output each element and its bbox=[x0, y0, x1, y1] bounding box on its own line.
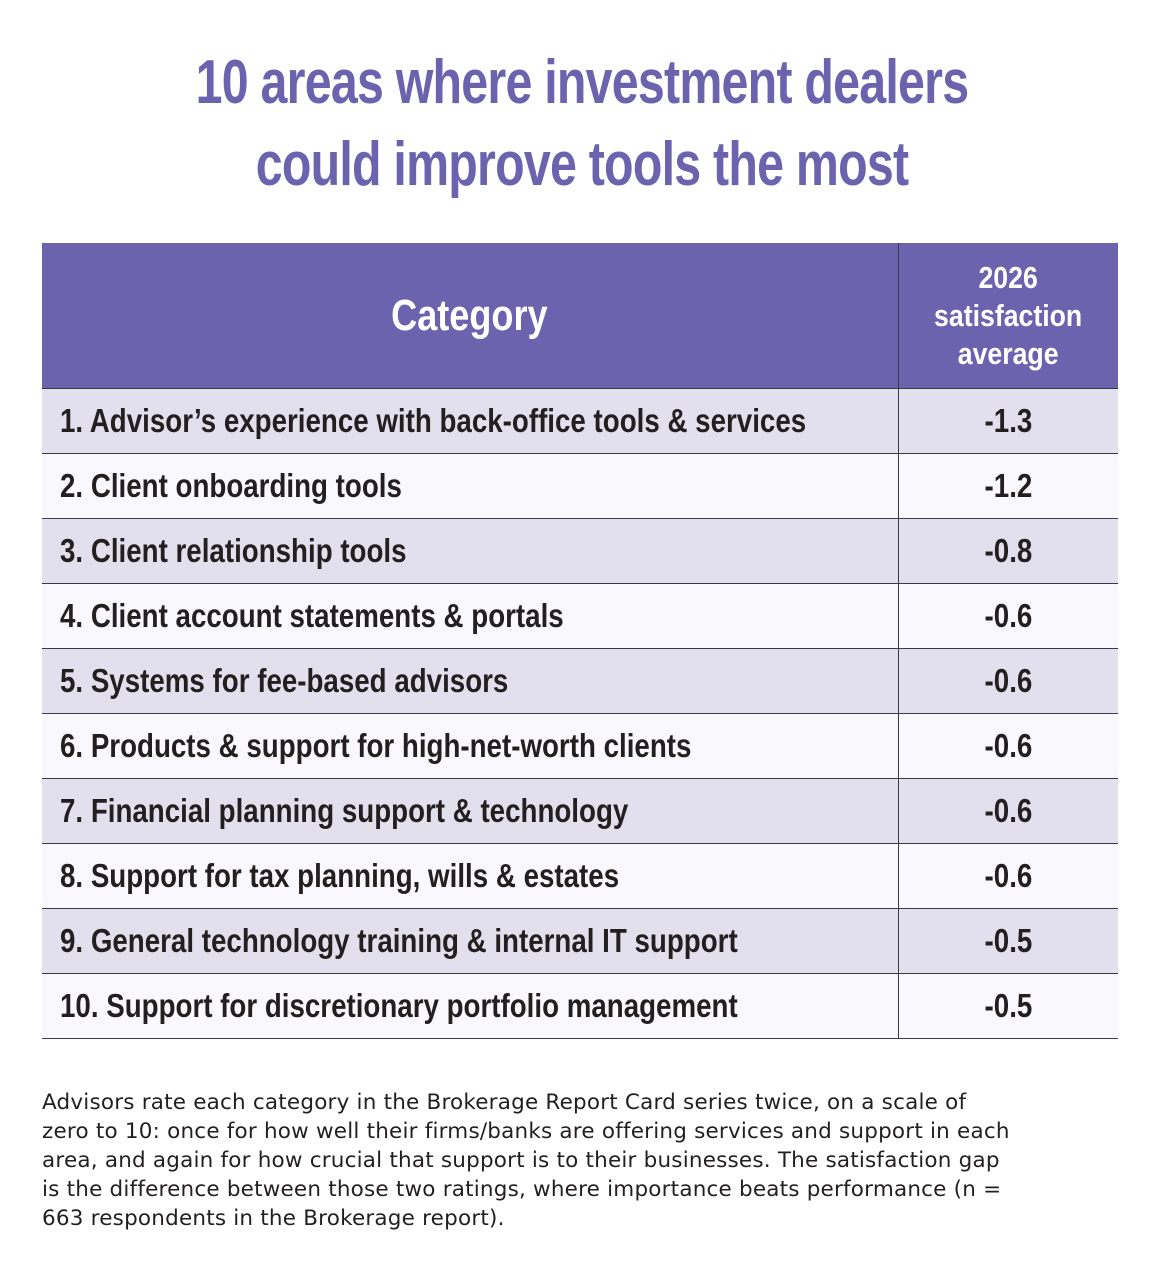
satisfaction-value: -0.6 bbox=[984, 792, 1033, 829]
table-row: 1. Advisor’s experience with back-office… bbox=[42, 388, 1118, 454]
category-label: 2. Client onboarding tools bbox=[60, 467, 402, 504]
header-value-line-2: satisfaction bbox=[934, 297, 1083, 333]
category-cell: 5. Systems for fee-based advisors bbox=[42, 648, 899, 714]
category-label: 3. Client relationship tools bbox=[60, 532, 407, 569]
satisfaction-value: -0.6 bbox=[984, 597, 1033, 634]
category-cell: 10. Support for discretionary portfolio … bbox=[42, 973, 899, 1039]
category-label: 1. Advisor’s experience with back-office… bbox=[60, 402, 807, 439]
category-label: 9. General technology training & interna… bbox=[60, 922, 738, 959]
footnote-line-3: area, and again for how crucial that sup… bbox=[42, 1148, 1000, 1173]
satisfaction-value: -0.5 bbox=[984, 987, 1033, 1024]
footnote-line-4: is the difference between those two rati… bbox=[42, 1177, 1002, 1202]
header-value-label: 2026 satisfaction average bbox=[934, 259, 1082, 373]
footnote-line-2: zero to 10: once for how well their firm… bbox=[42, 1119, 1010, 1144]
title-line-1: 10 areas where investment dealers bbox=[195, 48, 969, 117]
table-row: 7. Financial planning support & technolo… bbox=[42, 778, 1118, 844]
value-cell: -0.6 bbox=[898, 648, 1118, 714]
category-label: 4. Client account statements & portals bbox=[60, 597, 564, 634]
category-label: 10. Support for discretionary portfolio … bbox=[60, 987, 738, 1024]
chart-title: 10 areas where investment dealers could … bbox=[128, 42, 1036, 206]
value-cell: -0.6 bbox=[898, 583, 1118, 649]
footnote-line-1: Advisors rate each category in the Broke… bbox=[42, 1090, 967, 1115]
satisfaction-value: -0.6 bbox=[984, 727, 1033, 764]
table-row: 4. Client account statements & portals -0… bbox=[42, 583, 1118, 649]
table-row: 2. Client onboarding tools -1.2 bbox=[42, 453, 1118, 519]
category-cell: 7. Financial planning support & technolo… bbox=[42, 778, 899, 844]
table-row: 6. Products & support for high-net-worth… bbox=[42, 713, 1118, 779]
value-cell: -0.8 bbox=[898, 518, 1118, 584]
value-cell: -1.2 bbox=[898, 453, 1118, 519]
category-label: 8. Support for tax planning, wills & est… bbox=[60, 857, 620, 894]
value-cell: -1.3 bbox=[898, 388, 1118, 454]
table-row: 8. Support for tax planning, wills & est… bbox=[42, 843, 1118, 909]
table-body: 1. Advisor’s experience with back-office… bbox=[42, 388, 1118, 1039]
value-cell: -0.5 bbox=[898, 973, 1118, 1039]
footnote: Advisors rate each category in the Broke… bbox=[42, 1088, 1132, 1233]
value-cell: -0.6 bbox=[898, 778, 1118, 844]
satisfaction-value: -0.6 bbox=[984, 662, 1033, 699]
category-label: 6. Products & support for high-net-worth… bbox=[60, 727, 692, 764]
category-cell: 8. Support for tax planning, wills & est… bbox=[42, 843, 899, 909]
table-row: 9. General technology training & interna… bbox=[42, 908, 1118, 974]
satisfaction-value: -0.8 bbox=[984, 532, 1033, 569]
table-row: 3. Client relationship tools -0.8 bbox=[42, 518, 1118, 584]
category-cell: 1. Advisor’s experience with back-office… bbox=[42, 388, 899, 454]
satisfaction-value: -0.6 bbox=[984, 857, 1033, 894]
header-category-label: Category bbox=[391, 290, 548, 340]
header-value-line-3: average bbox=[957, 335, 1059, 371]
value-cell: -0.6 bbox=[898, 713, 1118, 779]
value-cell: -0.5 bbox=[898, 908, 1118, 974]
header-value-line-1: 2026 bbox=[978, 259, 1038, 295]
header-value: 2026 satisfaction average bbox=[898, 243, 1118, 389]
table-header-row: Category 2026 satisfaction average bbox=[42, 243, 1118, 389]
table-row: 5. Systems for fee-based advisors -0.6 bbox=[42, 648, 1118, 714]
category-cell: 4. Client account statements & portals bbox=[42, 583, 899, 649]
satisfaction-table: Category 2026 satisfaction average 1. Ad… bbox=[42, 243, 1118, 1039]
title-line-2: could improve tools the most bbox=[255, 130, 909, 199]
satisfaction-value: -0.5 bbox=[984, 922, 1033, 959]
category-cell: 9. General technology training & interna… bbox=[42, 908, 899, 974]
table-row: 10. Support for discretionary portfolio … bbox=[42, 973, 1118, 1039]
satisfaction-value: -1.2 bbox=[984, 467, 1033, 504]
category-cell: 6. Products & support for high-net-worth… bbox=[42, 713, 899, 779]
satisfaction-value: -1.3 bbox=[984, 402, 1033, 439]
value-cell: -0.6 bbox=[898, 843, 1118, 909]
category-label: 7. Financial planning support & technolo… bbox=[60, 792, 629, 829]
footnote-line-5: 663 respondents in the Brokerage report)… bbox=[42, 1206, 505, 1231]
category-cell: 2. Client onboarding tools bbox=[42, 453, 899, 519]
header-category: Category bbox=[42, 243, 899, 389]
category-label: 5. Systems for fee-based advisors bbox=[60, 662, 509, 699]
category-cell: 3. Client relationship tools bbox=[42, 518, 899, 584]
